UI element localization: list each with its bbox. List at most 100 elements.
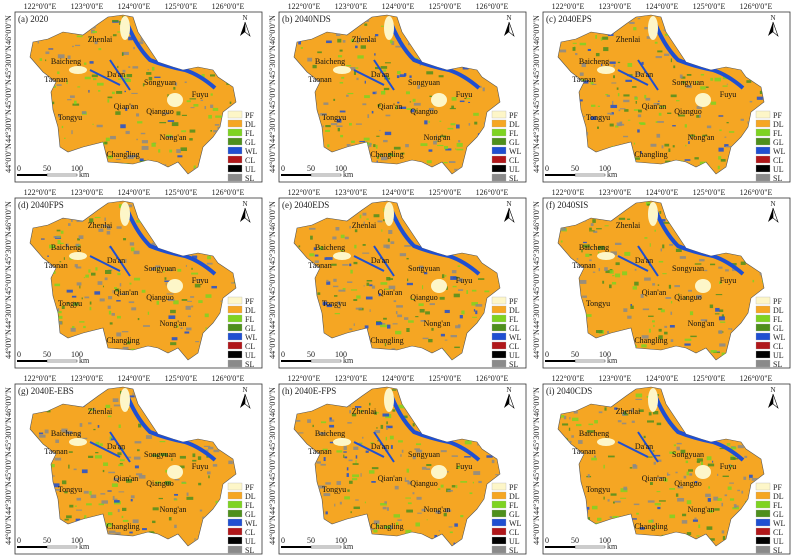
landuse-patch	[195, 340, 200, 343]
landuse-patch	[686, 85, 692, 89]
landuse-patch	[360, 45, 366, 49]
landuse-patch	[212, 464, 218, 467]
landuse-patch	[491, 459, 495, 464]
landuse-patch	[718, 156, 722, 160]
landuse-patch	[598, 245, 605, 250]
landuse-patch	[609, 270, 614, 274]
landuse-patch	[581, 63, 587, 68]
study-area-landuse	[29, 14, 237, 175]
legend-swatch	[491, 323, 507, 332]
landuse-patch	[468, 101, 471, 103]
landuse-patch	[164, 277, 167, 280]
landuse-patch	[298, 432, 304, 434]
legend-swatch	[227, 137, 243, 146]
legend-swatch	[491, 527, 507, 536]
map-panel: 122°0'0"E 123°0'0"E 124°0'0"E 125°0'0"E 126°…	[0, 186, 263, 372]
longitude-tick-label: 124°0'0"E	[118, 2, 151, 11]
landuse-patch	[706, 526, 713, 530]
landuse-patch	[152, 242, 158, 245]
pf-area	[431, 465, 447, 479]
landuse-patch	[111, 438, 115, 441]
landuse-patch	[206, 471, 211, 475]
landuse-patch	[163, 271, 165, 273]
landuse-patch	[55, 439, 60, 443]
landuse-patch	[152, 520, 156, 524]
landuse-patch	[376, 135, 380, 137]
svg-text:0: 0	[281, 536, 285, 545]
landuse-patch	[412, 492, 415, 495]
landuse-patch	[589, 259, 592, 262]
landuse-patch	[69, 504, 74, 508]
landuse-patch	[57, 308, 60, 312]
panel-title: (a) 2020	[18, 14, 49, 24]
landuse-patch	[73, 468, 77, 471]
landuse-patch	[329, 424, 335, 428]
place-label: Changling	[634, 336, 667, 345]
landuse-patch	[639, 409, 644, 413]
latitude-tick-label: 44°0'0"N	[4, 329, 13, 359]
place-label: Changling	[370, 522, 403, 531]
landuse-patch	[376, 524, 380, 528]
landuse-patch	[98, 228, 104, 232]
landuse-patch	[710, 77, 714, 81]
landuse-patch	[611, 100, 614, 105]
legend-swatch	[227, 482, 243, 491]
landuse-patch	[459, 315, 463, 319]
landuse-patch	[465, 98, 471, 100]
place-label: Songyuan	[144, 78, 176, 87]
legend-swatch	[227, 305, 243, 314]
landuse-patch	[587, 474, 590, 478]
landuse-patch	[658, 112, 662, 116]
landuse-patch	[617, 420, 622, 423]
landuse-patch	[384, 131, 392, 136]
landuse-patch	[92, 31, 97, 33]
landuse-patch	[375, 91, 378, 95]
landuse-patch	[678, 293, 680, 296]
landuse-patch	[594, 420, 598, 424]
landuse-patch	[450, 334, 457, 338]
landuse-patch	[578, 440, 583, 444]
landuse-patch	[664, 143, 670, 147]
landuse-patch	[209, 74, 216, 77]
landuse-patch	[126, 150, 129, 153]
landuse-patch	[664, 325, 668, 328]
landuse-patch	[135, 473, 143, 476]
landuse-patch	[409, 75, 412, 78]
latitude-tick-label: 46°0'0"N	[4, 201, 13, 231]
latitude-tick-label: 44°0'0"N	[4, 515, 13, 545]
landuse-patch	[386, 421, 388, 425]
longitude-tick-label: 123°0'0"E	[335, 374, 368, 383]
pf-area	[120, 16, 130, 40]
legend-swatch	[491, 536, 507, 545]
place-label: Nong'an	[424, 133, 451, 142]
landuse-patch	[94, 216, 101, 219]
landuse-patch	[119, 463, 123, 465]
landuse-patch	[160, 453, 168, 457]
landuse-patch	[323, 493, 331, 497]
landuse-patch	[116, 332, 122, 337]
landuse-patch	[128, 301, 135, 304]
landuse-patch	[612, 515, 619, 518]
pf-area	[69, 252, 87, 260]
landuse-patch	[56, 229, 61, 232]
place-label: Songyuan	[408, 450, 440, 459]
legend-label: PF	[773, 111, 782, 120]
landuse-patch	[707, 463, 715, 467]
landuse-patch	[418, 303, 424, 307]
landuse-patch	[399, 106, 407, 109]
landuse-patch	[64, 518, 69, 521]
latitude-tick-label: 46°0'0"N	[532, 387, 541, 417]
latitude-tick-label: 45°0'0"N	[532, 265, 541, 295]
legend-label: UL	[509, 351, 520, 360]
landuse-patch	[380, 502, 387, 506]
north-arrow-icon: N	[240, 14, 251, 37]
landuse-patch	[105, 269, 112, 274]
landuse-patch	[594, 455, 596, 458]
landuse-patch	[602, 36, 609, 40]
landuse-patch	[415, 316, 419, 318]
landuse-patch	[128, 36, 133, 41]
landuse-patch	[340, 234, 345, 239]
landuse-patch	[317, 51, 322, 54]
